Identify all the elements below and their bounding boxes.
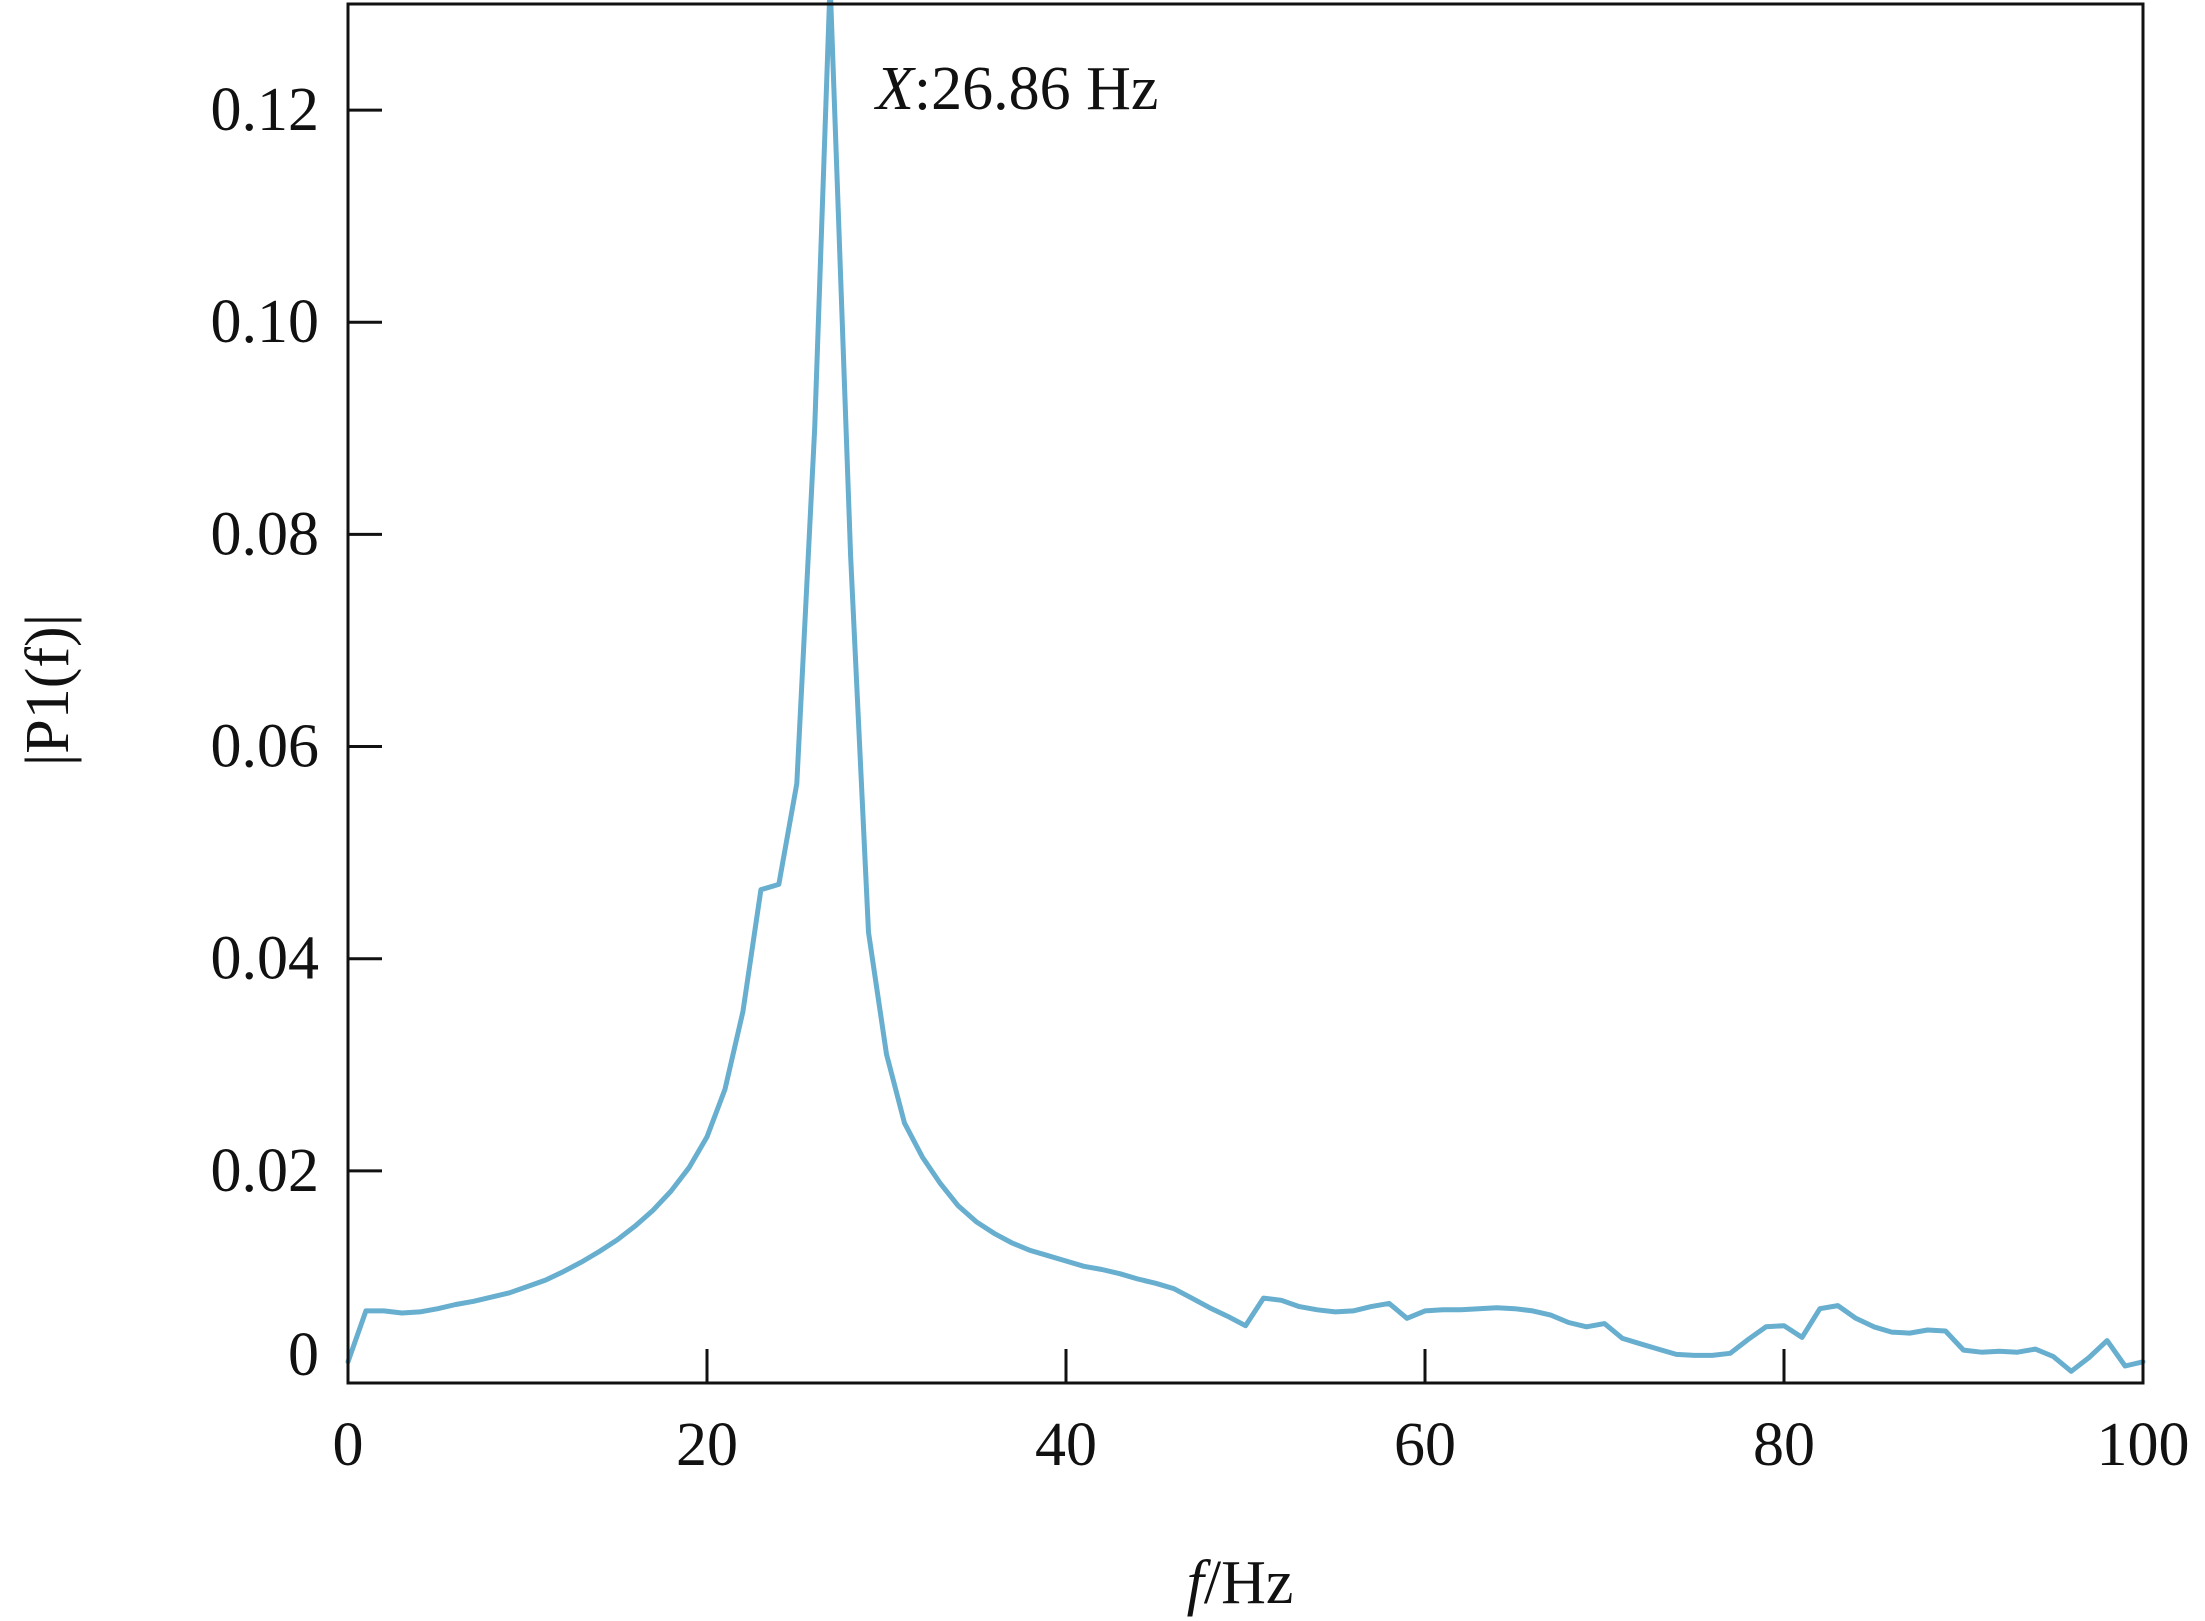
x-tick-label: 80 xyxy=(1753,1411,1815,1479)
y-tick-label: 0 xyxy=(288,1321,319,1389)
y-tick-label: 0.08 xyxy=(211,500,320,568)
y-tick-label: 0.02 xyxy=(211,1137,320,1205)
y-tick-label: 0.04 xyxy=(211,925,320,993)
x-axis-title: f/Hz xyxy=(1187,1549,1294,1617)
y-axis-title: |P1(f)| xyxy=(14,614,82,766)
y-tick-label: 0.10 xyxy=(211,288,320,356)
spectrum-line xyxy=(345,0,2146,1374)
x-tick-label: 0 xyxy=(333,1411,364,1479)
plot-frame xyxy=(346,2,2145,1385)
x-axis-title-unit: /Hz xyxy=(1204,1549,1294,1617)
peak-annotation-value: :26.86 Hz xyxy=(914,55,1159,123)
peak-annotation-var: X xyxy=(873,55,916,123)
x-tick-label: 100 xyxy=(2097,1411,2190,1479)
x-tick-label: 20 xyxy=(676,1411,738,1479)
x-tick-label: 40 xyxy=(1035,1411,1097,1479)
y-tick-label: 0.06 xyxy=(211,713,320,781)
peak-annotation: X:26.86 Hz xyxy=(873,55,1158,123)
x-tick-label: 60 xyxy=(1394,1411,1456,1479)
y-tick-label: 0.12 xyxy=(211,76,320,144)
